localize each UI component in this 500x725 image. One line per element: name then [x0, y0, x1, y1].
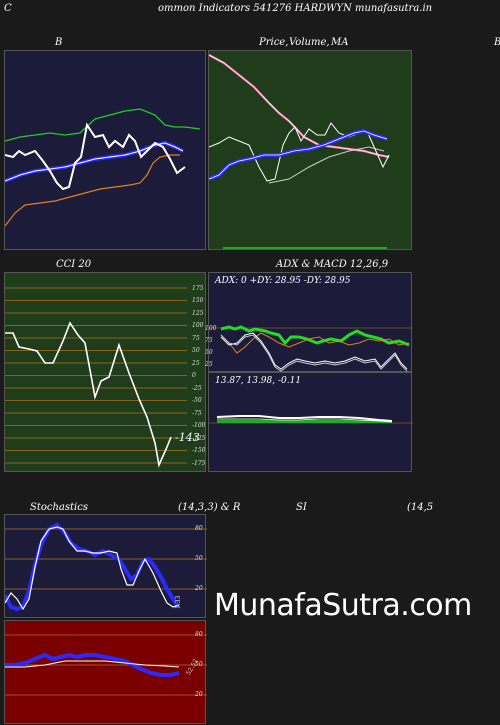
cci-level-100: 100: [192, 322, 204, 329]
cci-level-m175: -175: [192, 460, 206, 467]
adx-level-50: 50: [205, 349, 213, 356]
bollinger-price: [5, 122, 186, 191]
cci-title: CCI 20: [56, 259, 92, 270]
adx-white-line-a: [220, 332, 408, 370]
stoch-level-80: 80: [195, 525, 203, 532]
price-title-b: Volume,: [289, 37, 330, 48]
cci-value: -143: [175, 431, 200, 444]
adx-level-25: 25: [205, 361, 213, 368]
price-ma-red: [209, 54, 390, 159]
macd-line: [216, 415, 393, 422]
adx-title: ADX & MACD 12,26,9: [276, 259, 389, 270]
adx-level-75: 75: [205, 337, 213, 344]
stoch-chart: [5, 522, 207, 612]
bollinger-upper-band: [5, 108, 201, 142]
rsi-level-20: 20: [195, 691, 203, 698]
macd-chart: [209, 415, 413, 424]
bollinger-panel: [4, 50, 206, 250]
stoch-title-c: SI: [296, 502, 307, 513]
cci-level-75: 75: [192, 335, 200, 342]
cci-level-25: 25: [192, 360, 200, 367]
adx-readout: ADX: 0 +DY: 28.95 -DY: 28.95: [215, 276, 351, 286]
rsi-chart: [5, 634, 207, 696]
stoch-title-d: (14,5: [407, 502, 434, 513]
cci-level-m25: -25: [192, 385, 202, 392]
stoch-d-line: [5, 522, 179, 612]
cci-level-m75: -75: [192, 410, 202, 417]
price-panel: [208, 50, 412, 250]
macd-panel: 13.87, 13.98, -0.11: [208, 372, 413, 472]
price-right-letter: B: [494, 37, 500, 48]
adx-orange-line: [220, 332, 410, 354]
bollinger-title: B: [55, 37, 63, 48]
adx-chart: [209, 325, 413, 372]
watermark-text: MunafaSutra.com: [214, 588, 472, 623]
rsi-panel: 80 50 20 52.52: [4, 620, 207, 724]
price-title-c: MA: [331, 37, 349, 48]
cci-level-125: 125: [192, 310, 204, 317]
cci-level-175: 175: [192, 285, 204, 292]
rsi-level-50: 50: [195, 661, 203, 668]
cci-level-150: 150: [192, 297, 204, 304]
adx-panel: ADX: 0 +DY: 28.95 -DY: 28.95 100 75 50 2…: [205, 272, 413, 372]
adx-white-line-b: [220, 334, 408, 372]
stoch-k-line: [5, 526, 180, 611]
bollinger-chart: [5, 108, 201, 227]
rsi-blue-line: [5, 652, 180, 677]
bollinger-lower-band: [5, 154, 180, 227]
cci-level-m100: -100: [192, 422, 206, 429]
macd-signal-line: [217, 418, 393, 423]
bollinger-middle-inner: [5, 142, 184, 182]
stoch-title-a: Stochastics: [30, 502, 88, 513]
macd-readout: 13.87, 13.98, -0.11: [215, 376, 302, 386]
stoch-value: 1.33: [175, 595, 182, 609]
price-ma-gray: [268, 146, 385, 184]
macd-histogram: [217, 420, 392, 423]
cci-grid: [5, 287, 187, 464]
cci-level-m150: -150: [192, 447, 206, 454]
price-ma-blue: [209, 128, 388, 181]
price-title-a: Price,: [259, 37, 289, 48]
cci-panel: 175 150 125 100 75 50 25 0 -25 -50 -75 -…: [4, 272, 206, 472]
adx-green-line: [220, 325, 410, 347]
cci-chart: [5, 287, 187, 468]
cci-level-m125: -125: [192, 435, 206, 442]
stoch-level-50: 50: [195, 555, 203, 562]
header-title: ommon Indicators 541276 HARDWYN munafasu…: [158, 3, 433, 14]
adx-level-100: 100: [205, 325, 217, 332]
price-ma-red-inner: [209, 54, 390, 158]
stoch-panel: 80 50 20 1.33: [4, 514, 207, 618]
bollinger-middle-band: [5, 140, 184, 183]
price-ma-blue-inner: [209, 130, 388, 180]
rsi-level-80: 80: [195, 631, 203, 638]
cci-level-0: 0: [192, 372, 196, 379]
cci-level-m50: -50: [192, 397, 202, 404]
header-left-letter: C: [4, 3, 12, 14]
rsi-white-line: [5, 660, 180, 668]
price-chart: [209, 54, 390, 249]
cci-line: [5, 321, 172, 468]
stoch-title-b: (14,3,3) & R: [178, 502, 241, 513]
stoch-level-20: 20: [195, 585, 203, 592]
cci-level-50: 50: [192, 347, 200, 354]
